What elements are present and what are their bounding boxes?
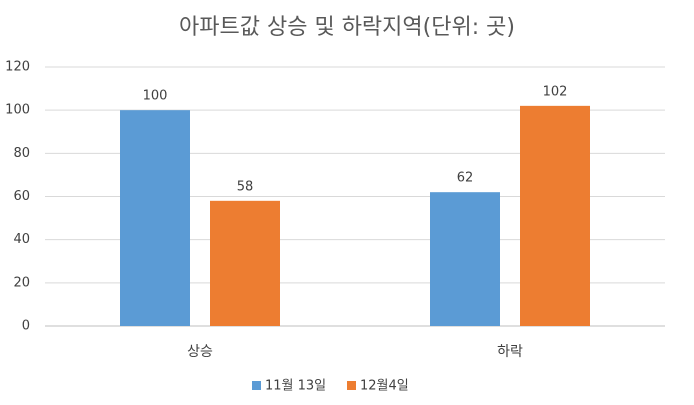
bar (120, 110, 190, 327)
bar (430, 192, 500, 326)
y-tick-label: 40 (13, 232, 30, 247)
data-label: 58 (237, 179, 254, 194)
y-tick-label: 20 (13, 275, 30, 290)
y-tick-label: 120 (5, 60, 30, 75)
legend-swatch (252, 381, 261, 390)
data-label: 62 (457, 171, 474, 186)
data-label: 102 (543, 84, 568, 99)
x-tick-label: 상승 (187, 344, 213, 360)
y-tick-label: 60 (13, 189, 30, 204)
chart-title: 아파트값 상승 및 하락지역(단위: 곳) (179, 15, 515, 40)
legend-label: 11월 13일 (265, 379, 326, 394)
x-tick-label: 하락 (497, 344, 523, 360)
y-tick-label: 80 (13, 146, 30, 161)
y-tick-label: 100 (5, 103, 30, 118)
data-label: 100 (143, 89, 168, 104)
y-tick-label: 0 (22, 319, 30, 334)
bar (520, 105, 590, 326)
bar (210, 200, 280, 326)
legend-label: 12월4일 (360, 379, 409, 394)
legend-swatch (347, 381, 356, 390)
